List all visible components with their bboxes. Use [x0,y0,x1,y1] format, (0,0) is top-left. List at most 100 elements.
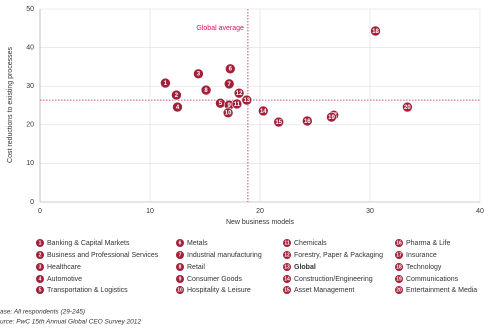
legend-number: 17 [396,253,402,259]
legend-number: 8 [179,265,182,271]
point-label: 5 [219,101,223,107]
legend-number: 5 [39,288,42,294]
point-label: 16 [304,119,311,125]
legend-label: Consumer Goods [187,276,242,283]
legend-label: Construction/Engineering [294,276,373,283]
point-label: 4 [176,105,180,111]
legend-number: 19 [396,277,402,283]
legend-label: Asset Management [294,287,354,294]
legend-label: Entertainment & Media [406,287,477,294]
point [273,116,285,128]
legend-label: Transportation & Logistics [47,287,128,294]
point-label: 2 [175,93,179,99]
point [402,101,413,113]
point-label: 1 [164,81,168,87]
legend-marker [176,263,184,271]
point-label: 18 [372,29,379,35]
point [171,89,182,101]
point-label: 6 [229,67,233,73]
legend-label: Hospitality & Leisure [187,287,251,294]
point [370,25,381,37]
x-tick-label: 40 [476,208,484,215]
point [172,101,183,113]
point [241,94,253,106]
legend-number: 11 [284,241,290,247]
point [326,111,337,123]
legend-label: Forestry, Paper & Packaging [294,252,383,259]
legend-label: Banking & Capital Markets [47,240,130,247]
point [301,115,313,127]
legend-marker [176,275,184,283]
legend-number: 12 [284,253,290,259]
legend-number: 16 [396,241,402,247]
legend-label: Chemicals [294,240,327,247]
point-label: 12 [236,91,243,97]
point-label: 15 [275,120,282,126]
legend-marker [395,239,403,247]
legend-marker [176,239,184,247]
legend-number: 13 [284,265,290,271]
legend-number: 2 [39,253,42,259]
legend-number: 6 [179,241,182,247]
footnote: urce: PwC 15th Annual Global CEO Survey … [0,319,141,326]
y-tick-label: 10 [26,160,34,167]
x-tick-label: 30 [366,208,374,215]
legend-marker [36,286,44,294]
point-label: 3 [197,72,201,78]
point [257,105,269,117]
legend-marker [395,286,403,294]
legend-number: 18 [396,265,402,271]
legend-marker [283,275,291,283]
x-tick-label: 10 [146,208,154,215]
legend-marker [36,251,44,259]
point-label: 7 [228,82,232,88]
legend-marker [283,263,291,271]
legend-marker [283,286,291,294]
y-tick-label: 0 [30,199,34,206]
point-label: 9 [228,103,232,109]
x-tick-label: 20 [256,208,264,215]
y-tick-label: 20 [26,122,34,129]
legend-marker [176,286,184,294]
point [200,84,212,96]
y-tick-label: 40 [26,44,34,51]
x-tick-label: 0 [38,208,42,215]
legend-marker [36,275,44,283]
legend-number: 3 [39,265,42,271]
legend-label: Metals [187,240,208,247]
legend-marker [395,275,403,283]
legend-label: Technology [406,264,442,271]
legend-label: Automotive [47,276,82,283]
legend-label: Healthcare [47,264,81,271]
point-label: 14 [260,109,267,115]
legend-number: 4 [39,277,42,283]
point [233,87,245,99]
legend-number: 10 [177,288,183,294]
legend-label: Insurance [406,252,437,259]
legend-label: Industrial manufacturing [187,252,262,259]
legend-number: 1 [39,241,42,247]
point [193,68,204,80]
legend-marker [176,251,184,259]
reference-label: Global average [196,25,244,32]
legend-number: 20 [396,288,402,294]
footnote: ase: All respondents (29-245) [0,309,85,316]
legend-number: 7 [179,253,182,259]
legend-number: 9 [179,277,182,283]
point-label: 13 [243,98,250,104]
legend-label: Retail [187,264,205,271]
point [223,78,235,90]
point [222,107,234,119]
legend-marker [395,251,403,259]
legend-number: 14 [284,277,290,283]
legend-label: Business and Professional Services [47,252,159,259]
legend-label: Pharma & Life [406,240,450,247]
x-axis-title: New business models [226,219,295,226]
legend-marker [36,239,44,247]
legend-marker [36,263,44,271]
legend-marker [283,239,291,247]
point-label: 10 [225,111,232,117]
legend-label: Global [294,264,316,271]
legend-number: 15 [284,288,290,294]
